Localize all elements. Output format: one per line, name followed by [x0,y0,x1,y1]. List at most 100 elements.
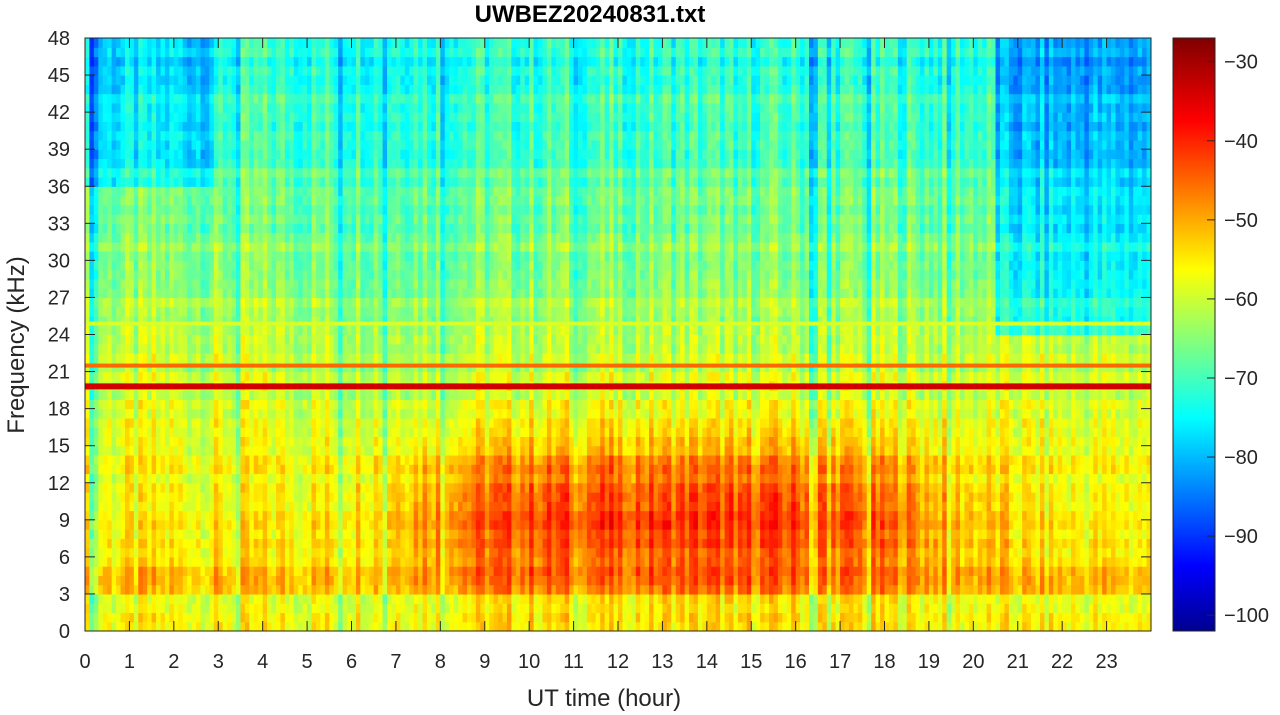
heatmap-cell [284,501,290,512]
heatmap-cell [187,139,193,150]
heatmap-cell [102,139,108,150]
heatmap-cell [222,288,228,299]
heatmap-cell [93,612,99,623]
heatmap-cell [253,47,259,58]
heatmap-cell [116,492,122,502]
heatmap-cell [267,399,273,410]
heatmap-cell [156,269,162,280]
heatmap-cell [89,38,95,48]
heatmap-cell [178,241,184,252]
heatmap-cell [391,566,397,577]
heatmap-cell [351,47,357,58]
heatmap-cell [173,510,179,521]
heatmap-cell [307,130,313,141]
heatmap-cell [275,501,282,512]
heatmap-cell [355,566,361,577]
heatmap-cell [284,315,290,326]
heatmap-cell [262,575,268,586]
heatmap-cell [156,390,162,400]
heatmap-cell [373,584,379,595]
heatmap-cell [173,603,179,614]
heatmap-cell [93,167,99,178]
heatmap-cell [160,112,166,122]
heatmap-cell [253,603,259,614]
heatmap-cell [187,195,193,206]
heatmap-cell [164,139,170,150]
heatmap-cell [302,315,308,326]
heatmap-cell [409,334,415,345]
heatmap-cell [338,445,344,456]
heatmap-cell [302,297,308,308]
heatmap-cell [307,195,313,206]
heatmap-cell [107,288,113,299]
heatmap-cell [133,65,139,76]
heatmap-cell [93,93,99,104]
heatmap-cell [329,519,335,530]
heatmap-cell [338,399,344,410]
heatmap-cell [236,529,242,539]
heatmap-cell [333,38,339,48]
heatmap-cell [404,547,410,558]
heatmap-cell [378,529,384,539]
heatmap-cell [373,593,379,604]
heatmap-cell [395,408,401,419]
heatmap-cell [142,566,148,577]
heatmap-cell [120,297,126,308]
heatmap-cell [253,167,259,178]
heatmap-cell [151,390,157,400]
heatmap-cell [302,371,308,382]
heatmap-cell [147,399,153,410]
heatmap-cell [249,603,255,614]
heatmap-cell [307,529,313,539]
heatmap-cell [213,167,219,178]
heatmap-cell [382,149,388,160]
heatmap-cell [218,390,224,400]
heatmap-cell [298,241,304,252]
heatmap-cell [284,38,290,48]
heatmap-cell [191,334,197,345]
heatmap-cell [142,408,148,419]
heatmap-cell [400,158,406,169]
heatmap-cell [289,214,295,224]
heatmap-cell [138,603,144,614]
heatmap-cell [227,566,233,577]
heatmap-cell [129,112,135,122]
heatmap-cell [302,556,308,567]
heatmap-cell [107,427,113,438]
heatmap-cell [307,519,313,530]
heatmap-cell [387,47,393,58]
heatmap-cell [151,260,157,271]
heatmap-cell [391,251,397,261]
heatmap-cell [280,56,286,67]
heatmap-cell [391,56,397,67]
heatmap-cell [156,297,162,308]
heatmap-cell [289,167,295,178]
heatmap-cell [129,334,135,345]
heatmap-cell [102,445,108,456]
heatmap-cell [298,139,304,150]
heatmap-cell [422,306,428,317]
heatmap-cell [107,547,113,558]
heatmap-cell [382,306,388,317]
heatmap-cell [409,112,415,122]
heatmap-cell [227,195,233,206]
heatmap-cell [302,38,308,48]
heatmap-cell [160,325,166,336]
heatmap-cell [427,408,433,419]
heatmap-cell [280,288,286,299]
heatmap-cell [333,288,339,299]
heatmap-cell [404,47,410,58]
heatmap-cell [231,538,237,549]
heatmap-cell [293,130,299,141]
heatmap-cell [360,158,366,169]
heatmap-cell [355,408,361,419]
heatmap-cell [364,84,370,95]
heatmap-cell [244,621,250,631]
heatmap-cell [413,149,419,160]
heatmap-cell [204,603,210,614]
heatmap-cell [355,593,361,604]
heatmap-cell [218,584,224,595]
heatmap-cell [218,158,224,169]
heatmap-cell [311,241,317,252]
heatmap-cell [342,464,348,475]
